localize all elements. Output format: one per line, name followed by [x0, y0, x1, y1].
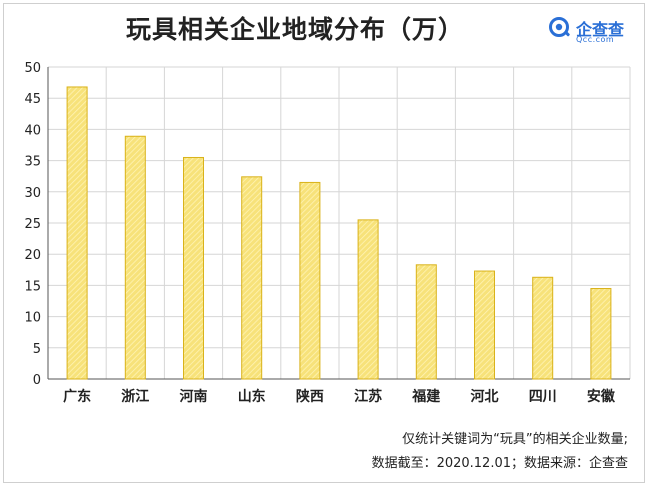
bar — [590, 288, 612, 380]
bar — [66, 86, 88, 380]
y-tick-label: 45 — [24, 92, 41, 107]
y-tick-label: 30 — [24, 186, 41, 201]
y-tick-label: 50 — [24, 61, 41, 76]
brand-logo: 企查查 Qcc.com — [548, 16, 644, 46]
category-labels: 广东 浙江 河南 山东 陕西 江苏 福建 河北 四川 安徽 — [63, 388, 616, 405]
qcc-logo-icon — [549, 17, 570, 37]
y-tick-label: 20 — [24, 248, 41, 263]
x-tick-label: 福建 — [411, 388, 440, 405]
y-tick-label: 0 — [33, 373, 41, 388]
x-tick-label: 浙江 — [121, 388, 149, 405]
y-tick-label: 10 — [24, 311, 41, 326]
y-tick-label: 40 — [24, 123, 41, 138]
bar — [299, 181, 321, 380]
bar — [532, 276, 554, 380]
x-tick-label: 广东 — [63, 388, 91, 405]
x-tick-label: 河南 — [180, 388, 208, 405]
bar — [357, 219, 379, 380]
x-tick-label: 陕西 — [296, 388, 324, 405]
note-source: 数据截至：2020.12.01；数据来源：企查查 — [371, 456, 628, 471]
x-tick-label: 四川 — [529, 389, 557, 405]
page-frame — [3, 3, 645, 483]
note-scope: 仅统计关键词为“玩具”的相关企业数量; — [402, 432, 628, 447]
x-tick-label: 安徽 — [587, 388, 616, 405]
bar — [124, 135, 146, 380]
logo-domain: Qcc.com — [576, 35, 615, 44]
logo-name: 企查查 — [576, 20, 625, 39]
y-tick-labels: 0 5 10 15 20 25 30 35 40 45 50 — [24, 61, 41, 388]
y-tick-label: 35 — [24, 155, 41, 170]
bar — [415, 264, 437, 380]
y-tick-label: 5 — [33, 342, 41, 357]
bar — [241, 176, 263, 380]
x-tick-label: 河北 — [471, 388, 499, 405]
chart-title: 玩具相关企业地域分布（万） — [125, 15, 464, 44]
x-tick-label: 江苏 — [354, 388, 382, 405]
bar — [474, 270, 495, 380]
bars — [66, 86, 612, 380]
y-tick-label: 15 — [24, 279, 41, 294]
x-tick-label: 山东 — [238, 388, 266, 405]
y-tick-label: 25 — [24, 217, 41, 232]
bar — [183, 156, 204, 380]
